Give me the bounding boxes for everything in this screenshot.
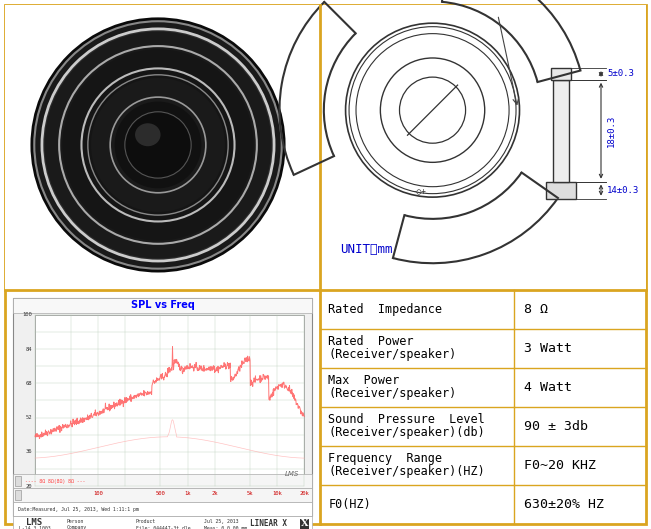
- Bar: [13, 502, 312, 516]
- Text: 20k: 20k: [299, 491, 309, 496]
- Text: 20: 20: [25, 484, 32, 488]
- Text: 90 ± 3db: 90 ± 3db: [524, 420, 588, 433]
- Ellipse shape: [62, 49, 254, 241]
- Text: 500: 500: [156, 491, 165, 496]
- Text: Sound  Pressure  Level: Sound Pressure Level: [328, 413, 485, 426]
- Text: 52: 52: [25, 415, 32, 420]
- Text: Jul 25, 2013: Jul 25, 2013: [204, 519, 239, 524]
- Ellipse shape: [44, 31, 271, 259]
- Text: LMS: LMS: [285, 471, 299, 477]
- Bar: [13, 516, 312, 529]
- Text: 100: 100: [93, 491, 103, 496]
- Text: Date:Measured, Jul 25, 2013, Wed 1:11:1 pm: Date:Measured, Jul 25, 2013, Wed 1:11:1 …: [18, 506, 139, 512]
- Text: 10k: 10k: [272, 491, 282, 496]
- Text: Product: Product: [135, 519, 156, 524]
- Text: 84: 84: [25, 346, 32, 352]
- Text: Frequency  Range: Frequency Range: [328, 452, 442, 465]
- Ellipse shape: [91, 78, 225, 212]
- Bar: [15, 476, 21, 486]
- Text: L-14.3 1003: L-14.3 1003: [19, 525, 50, 529]
- Bar: [35, 315, 304, 486]
- Text: -◯+: -◯+: [413, 187, 426, 196]
- Text: 8 Ω: 8 Ω: [524, 303, 548, 316]
- Text: 5±0.3: 5±0.3: [607, 69, 634, 78]
- Text: Rated  Impedance: Rated Impedance: [328, 303, 442, 316]
- Bar: [553, 80, 569, 181]
- Text: 2k: 2k: [212, 491, 218, 496]
- Ellipse shape: [125, 112, 191, 178]
- Text: 18±0.3: 18±0.3: [607, 115, 616, 147]
- Text: ---- 8Ω 8Ω(8Ω) 8Ω ---: ---- 8Ω 8Ω(8Ω) 8Ω ---: [25, 479, 85, 484]
- Text: (Receiver/speaker): (Receiver/speaker): [328, 348, 456, 361]
- Text: 14±0.3: 14±0.3: [607, 186, 639, 195]
- Text: 36: 36: [25, 449, 32, 454]
- Text: 5k: 5k: [247, 491, 253, 496]
- Text: File: 044447-3t.dle: File: 044447-3t.dle: [135, 525, 190, 529]
- Text: Company: Company: [67, 525, 87, 529]
- Text: Person: Person: [67, 519, 84, 524]
- Text: (Receiver/speaker): (Receiver/speaker): [328, 387, 456, 400]
- Ellipse shape: [31, 17, 286, 272]
- Ellipse shape: [35, 21, 282, 269]
- Bar: [13, 298, 312, 313]
- Bar: [13, 488, 312, 502]
- Ellipse shape: [43, 30, 273, 260]
- Ellipse shape: [115, 102, 201, 188]
- Bar: [15, 490, 21, 500]
- Text: X: X: [301, 519, 308, 528]
- Text: SPL vs Freq: SPL vs Freq: [131, 300, 195, 311]
- Text: X: X: [301, 519, 308, 528]
- Text: UNIT：mm: UNIT：mm: [340, 243, 393, 256]
- Text: (Receiver/speaker)(db): (Receiver/speaker)(db): [328, 426, 485, 439]
- Text: 68: 68: [25, 381, 32, 386]
- Bar: [13, 474, 312, 488]
- Text: (Receiver/speaker)(HZ): (Receiver/speaker)(HZ): [328, 465, 485, 478]
- Text: LMS: LMS: [27, 518, 42, 527]
- Text: 630±20% HZ: 630±20% HZ: [524, 498, 604, 511]
- Ellipse shape: [135, 123, 161, 146]
- Text: LINEAR X: LINEAR X: [250, 519, 287, 528]
- Text: Max  Power: Max Power: [328, 374, 400, 387]
- Bar: [13, 298, 312, 516]
- Text: 100: 100: [22, 313, 32, 317]
- Text: Meas: 0.0.00 mm: Meas: 0.0.00 mm: [204, 525, 247, 529]
- Bar: [5, 5, 320, 290]
- Text: 4 Watt: 4 Watt: [524, 381, 572, 394]
- Text: 3 Watt: 3 Watt: [524, 342, 572, 355]
- Text: F0(HZ): F0(HZ): [328, 498, 371, 511]
- Text: φ44.4±0.3: φ44.4±0.3: [515, 0, 556, 2]
- Bar: [551, 68, 571, 80]
- Text: 1k: 1k: [184, 491, 191, 496]
- Text: F0~20 KHZ: F0~20 KHZ: [524, 459, 596, 472]
- Bar: [546, 181, 576, 198]
- Text: Rated  Power: Rated Power: [328, 335, 414, 348]
- Bar: [320, 5, 646, 290]
